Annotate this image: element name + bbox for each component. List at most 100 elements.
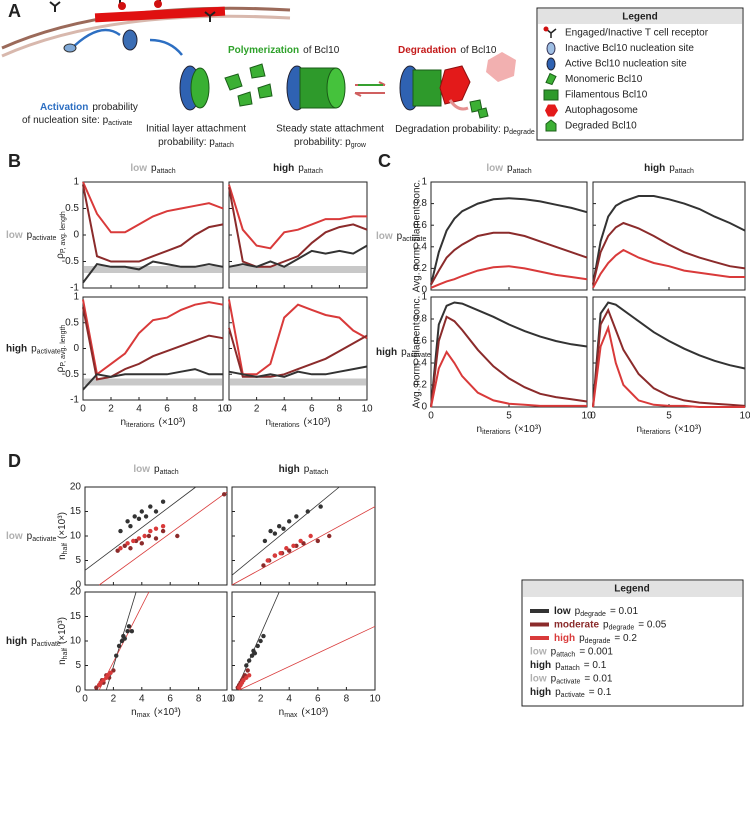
point [244,663,249,668]
y-tick-label: 10 [70,531,82,542]
fit-line [231,506,376,586]
plot-area [84,486,228,586]
point [105,673,110,678]
point [261,633,266,639]
series-line [592,307,746,408]
x-tick-label: 5 [666,411,672,422]
series-line [82,260,224,284]
symbol: p [304,464,310,475]
y-axis-label: Avg. norm. filament conc. [412,296,423,409]
point [287,519,292,524]
degrade-text: Degradation probability: pdegrade [395,124,535,136]
subscript: max [284,712,298,719]
subscript: max [137,712,151,719]
point [160,528,166,534]
series-line [592,324,745,408]
column-label: high pattach [644,163,694,175]
y-tick-label: 5 [75,660,81,671]
level: low [530,646,547,657]
symbol: p [507,163,513,174]
x-tick-label: 2 [254,404,260,415]
y-tick-label: 1 [421,292,427,303]
plot [592,181,746,291]
suffix: = 0.05 [638,619,667,630]
row-label: low pactivate [6,531,56,543]
plot: 0 2 4 6 8 10 [229,591,381,705]
series-line [82,184,224,263]
point [148,504,153,509]
plot: 0 0.2 0.4 0.6 0.8 1 [413,177,588,296]
legend-item: Degraded Bcl10 [565,121,637,132]
fit-line [231,486,340,576]
subscript: attach [160,469,179,476]
symbol: p [151,163,157,174]
point [132,514,137,519]
subscript: activate [37,641,61,648]
point [291,543,296,548]
point [122,543,127,548]
subscript: attach [561,665,580,672]
fit-line [84,486,197,571]
symbol: p [298,163,304,174]
symbol: n [637,424,643,435]
row-label: high pactivate [6,636,61,648]
point [125,629,130,634]
x-tick-label: 8 [196,694,202,705]
legend-box [521,579,744,707]
subscript: activate [32,536,56,543]
point [262,538,268,544]
y-axis-label: nhalf (×10³) [57,512,69,560]
subscript: activate [556,678,580,685]
x-tick-label: 10 [361,404,373,415]
x-tick-label: 8 [344,694,350,705]
panel-label: B [8,151,21,171]
point [129,629,135,634]
suffix: = 0.1 [584,660,607,671]
point [128,524,133,529]
y-tick-label: 1 [421,177,427,188]
x-tick-label: 10 [221,694,233,705]
x-tick-label: 0 [226,404,232,415]
y-tick-label: 0.5 [65,203,79,214]
series-line [430,315,588,408]
series-line [228,244,368,268]
y-tick-label: 15 [70,506,82,517]
x-tick-label: 4 [136,404,142,415]
legend-box [536,7,744,141]
suffix: (×10³) [301,707,328,718]
activation-text: Activation probability [40,102,138,113]
fit-line [98,491,228,586]
x-axis-label: nmax (×10³) [279,707,329,719]
point [153,509,159,514]
legend-item: low pdegrade = 0.01 [554,606,638,618]
point [249,653,255,658]
x-axis-label: nmax (×10³) [131,707,181,719]
symbol: p [575,606,581,617]
plot: 0 5 10 15 20 0 2 4 6 8 10 [70,587,233,705]
x-tick-label: 2 [111,694,117,705]
legend-item: moderate pdegrade = 0.05 [554,619,667,631]
point [268,528,273,534]
x-tick-label: 10 [217,404,229,415]
legend-item: high pdegrade = 0.2 [554,633,637,645]
symbol: n [57,659,68,665]
subscript: attach [513,168,532,175]
suffix: (×10³) [57,512,68,539]
series-line [592,195,746,285]
point [276,524,282,529]
symbol: n [121,417,127,428]
suffix: = 0.001 [579,646,613,657]
symbol: p [27,230,33,241]
level: low [133,464,150,475]
suffix: = 0.2 [614,633,637,644]
plot-area [231,591,376,691]
subscript: attach [309,469,328,476]
y-tick-label: 0.8 [413,198,427,209]
diagram-art [1,0,516,119]
point [241,678,246,683]
series-line [228,299,368,376]
point [111,668,116,673]
point [128,546,133,551]
text: of Bcl10 [303,45,340,56]
level: high [6,636,27,647]
